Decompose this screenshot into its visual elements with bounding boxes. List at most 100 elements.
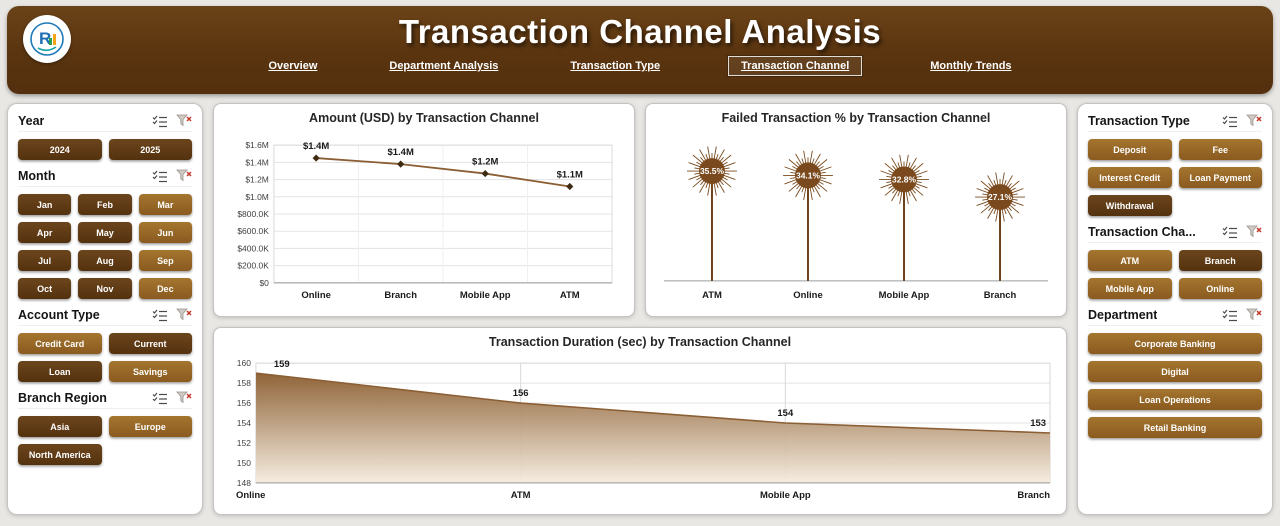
filter-button-digital[interactable]: Digital: [1088, 361, 1262, 382]
filter-button-loan-payment[interactable]: Loan Payment: [1178, 167, 1262, 188]
svg-text:159: 159: [274, 359, 290, 370]
slicer-items: ATM Branch Mobile App Online: [1088, 250, 1262, 299]
nav-tabs: Overview Department Analysis Transaction T…: [7, 56, 1273, 76]
slicer-header-icons: [1222, 114, 1262, 128]
filter-button-current[interactable]: Current: [108, 333, 192, 354]
filter-button-interest-credit[interactable]: Interest Credit: [1088, 167, 1172, 188]
slicer-header: Branch Region: [18, 391, 192, 409]
svg-text:$1.2M: $1.2M: [472, 157, 498, 168]
slicer-title-department: Department: [1088, 308, 1158, 322]
multi-select-icon[interactable]: [1222, 309, 1238, 322]
filter-button-credit-card[interactable]: Credit Card: [18, 333, 102, 354]
filter-button-dec[interactable]: Dec: [138, 278, 192, 299]
filter-button-feb[interactable]: Feb: [78, 194, 132, 215]
filter-button-branch[interactable]: Branch: [1178, 250, 1262, 271]
svg-text:Online: Online: [301, 290, 330, 301]
filter-button-aug[interactable]: Aug: [78, 250, 132, 271]
filter-button-atm[interactable]: ATM: [1088, 250, 1172, 271]
slicer-branch-region: Branch Region Asia Europe North America: [18, 391, 192, 465]
multi-select-icon[interactable]: [152, 115, 168, 128]
filter-button-sep[interactable]: Sep: [138, 250, 192, 271]
slicer-header: Month: [18, 169, 192, 187]
multi-select-icon[interactable]: [152, 170, 168, 183]
tab-transaction-type[interactable]: Transaction Type: [570, 60, 661, 72]
multi-select-icon[interactable]: [1222, 115, 1238, 128]
amount-chart-title: Amount (USD) by Transaction Channel: [309, 111, 539, 125]
svg-text:153: 153: [1030, 418, 1046, 429]
duration-chart-title: Transaction Duration (sec) by Transactio…: [488, 335, 792, 349]
filter-button-deposit[interactable]: Deposit: [1088, 139, 1172, 160]
slicer-items: 2024 2025: [18, 139, 192, 160]
filter-button-mar[interactable]: Mar: [138, 194, 192, 215]
filter-button-2024[interactable]: 2024: [18, 139, 102, 160]
filter-button-jun[interactable]: Jun: [138, 222, 192, 243]
svg-text:152: 152: [237, 438, 251, 448]
slicer-items: Asia Europe North America: [18, 416, 192, 465]
slicer-items: Jan Feb Mar Apr May Jun Jul Aug Sep Oct Nov Dec: [18, 194, 192, 299]
clear-filter-icon[interactable]: [1246, 114, 1262, 128]
amount-chart-card: Amount (USD) by Transaction Channel $0 $2…: [213, 103, 635, 317]
slicer-department: Department Corporate Banking Digital Loan O…: [1088, 308, 1262, 438]
clear-filter-icon[interactable]: [176, 308, 192, 322]
clear-filter-icon[interactable]: [1246, 225, 1262, 239]
slicer-header-icons: [1222, 308, 1262, 322]
slicer-items: Deposit Fee Interest Credit Loan Payment Wit…: [1088, 139, 1262, 216]
failed-lollipop-chart: 35.5% ATM 34.1% Online 32.8% Mobile App 27.1% B…: [663, 146, 1049, 301]
tab-monthly-trends[interactable]: Monthly Trends: [930, 60, 1012, 72]
svg-text:$1.4M: $1.4M: [245, 157, 269, 167]
logo: R: [23, 15, 71, 63]
tab-transaction-channel[interactable]: Transaction Channel: [728, 56, 863, 76]
svg-text:154: 154: [237, 418, 251, 428]
filter-button-loan-operations[interactable]: Loan Operations: [1088, 389, 1262, 410]
clear-filter-icon[interactable]: [1246, 308, 1262, 322]
slicer-account-type: Account Type Credit Card Current Loan Saving…: [18, 308, 192, 382]
svg-text:158: 158: [237, 378, 251, 388]
svg-text:Mobile App: Mobile App: [760, 490, 811, 501]
filter-button-mobile-app[interactable]: Mobile App: [1088, 278, 1172, 299]
failed-chart-title: Failed Transaction % by Transaction Chan…: [721, 111, 991, 125]
slicer-title-transaction-cha: Transaction Cha...: [1088, 225, 1196, 239]
filter-button-north-america[interactable]: North America: [18, 444, 102, 465]
filter-button-online[interactable]: Online: [1178, 278, 1262, 299]
svg-text:154: 154: [777, 408, 794, 419]
multi-select-icon[interactable]: [152, 392, 168, 405]
filter-button-nov[interactable]: Nov: [78, 278, 132, 299]
svg-text:$600.0K: $600.0K: [237, 226, 269, 236]
filter-button-oct[interactable]: Oct: [18, 278, 72, 299]
right-filter-panel: Transaction Type Deposit Fee Interest Credi…: [1077, 103, 1273, 515]
content-area: Year 2024 2025 Month Jan Feb Mar Apr May Jun Jul Au…: [7, 103, 1273, 515]
duration-area-chart: 148 150 152 154 156 158 160 159 Online 156 ATM 154 M…: [236, 358, 1051, 501]
multi-select-icon[interactable]: [1222, 226, 1238, 239]
failed-chart-card: Failed Transaction % by Transaction Chan…: [645, 103, 1067, 317]
svg-text:ATM: ATM: [511, 490, 531, 501]
filter-button-corporate-banking[interactable]: Corporate Banking: [1088, 333, 1262, 354]
svg-text:156: 156: [237, 398, 251, 408]
multi-select-icon[interactable]: [152, 309, 168, 322]
svg-text:$1.2M: $1.2M: [245, 175, 269, 185]
svg-text:156: 156: [513, 388, 529, 399]
filter-button-withdrawal[interactable]: Withdrawal: [1088, 195, 1172, 216]
filter-button-jul[interactable]: Jul: [18, 250, 72, 271]
tab-department-analysis[interactable]: Department Analysis: [389, 60, 499, 72]
svg-text:$1.4M: $1.4M: [388, 147, 414, 158]
slicer-header-icons: [1222, 225, 1262, 239]
filter-button-savings[interactable]: Savings: [108, 361, 192, 382]
filter-button-apr[interactable]: Apr: [18, 222, 72, 243]
filter-button-europe[interactable]: Europe: [108, 416, 192, 437]
slicer-title-transaction-type: Transaction Type: [1088, 114, 1190, 128]
slicer-year: Year 2024 2025: [18, 114, 192, 160]
filter-button-asia[interactable]: Asia: [18, 416, 102, 437]
svg-text:$1.4M: $1.4M: [303, 141, 329, 152]
filter-button-jan[interactable]: Jan: [18, 194, 72, 215]
filter-button-retail-banking[interactable]: Retail Banking: [1088, 417, 1262, 438]
tab-overview[interactable]: Overview: [268, 60, 318, 72]
filter-button-may[interactable]: May: [78, 222, 132, 243]
svg-text:150: 150: [237, 458, 251, 468]
filter-button-fee[interactable]: Fee: [1178, 139, 1262, 160]
clear-filter-icon[interactable]: [176, 391, 192, 405]
svg-text:Online: Online: [793, 290, 822, 301]
clear-filter-icon[interactable]: [176, 114, 192, 128]
filter-button-loan[interactable]: Loan: [18, 361, 102, 382]
filter-button-2025[interactable]: 2025: [108, 139, 192, 160]
clear-filter-icon[interactable]: [176, 169, 192, 183]
